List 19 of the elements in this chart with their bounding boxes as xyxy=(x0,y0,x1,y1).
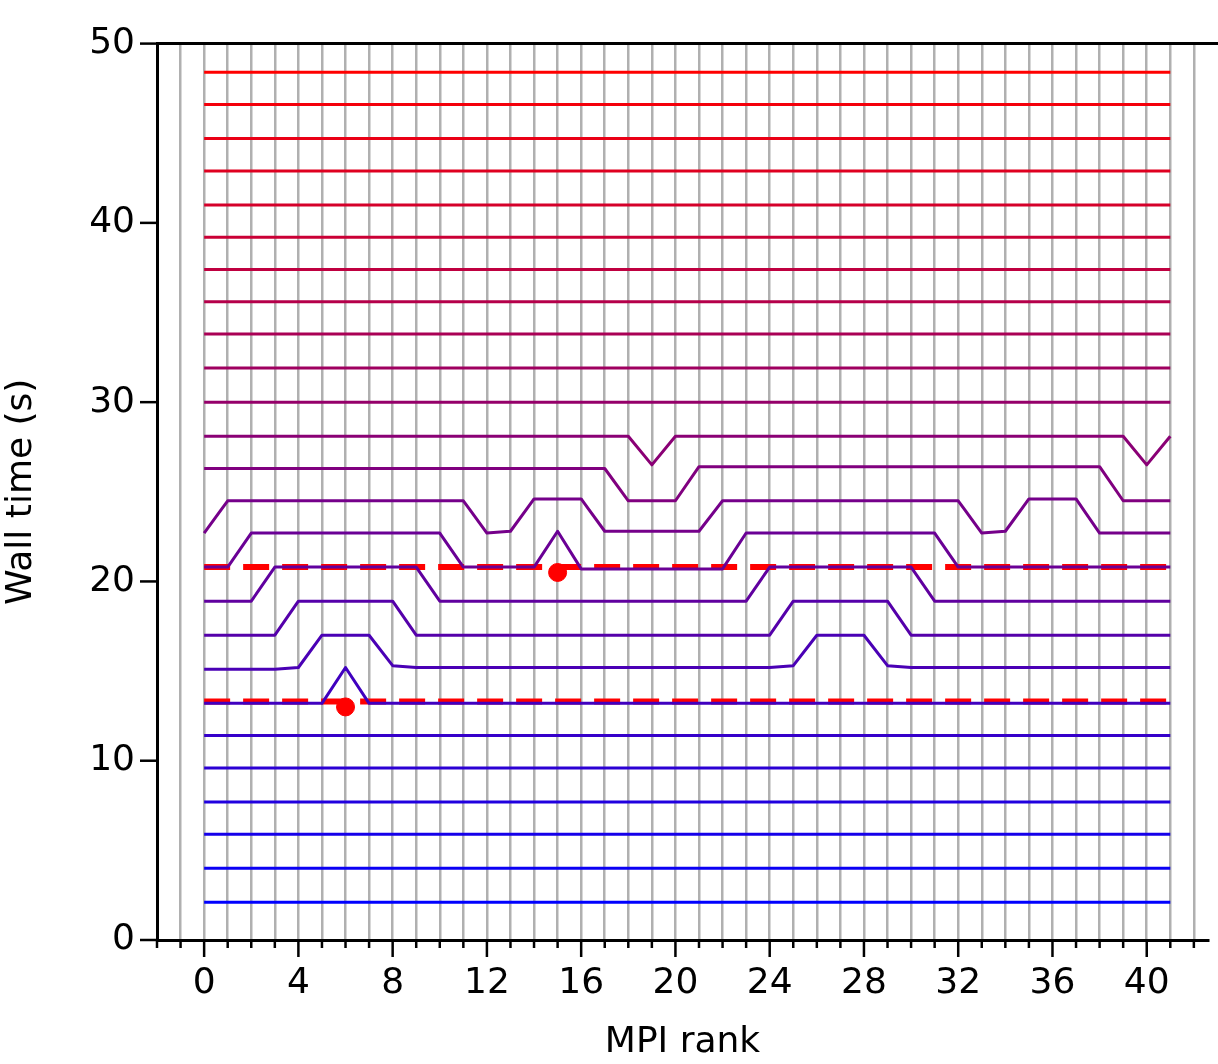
y-tick-label: 0 xyxy=(112,916,135,958)
y-tick-label: 20 xyxy=(89,557,135,599)
x-tick-label: 0 xyxy=(192,959,216,1001)
x-tick-label: 40 xyxy=(1123,959,1170,1001)
x-tick-label: 8 xyxy=(381,959,405,1001)
y-tick-label: 30 xyxy=(89,378,135,420)
x-tick-label: 16 xyxy=(558,959,605,1001)
y-tick-label: 50 xyxy=(89,19,135,61)
y-axis-title: Wall time (s) xyxy=(0,378,39,606)
x-tick-label: 36 xyxy=(1029,959,1076,1001)
x-tick-label: 24 xyxy=(746,959,793,1001)
y-tick-label: 40 xyxy=(89,199,135,241)
x-tick-label: 28 xyxy=(841,959,887,1001)
x-tick-label: 12 xyxy=(464,959,510,1001)
x-axis-title: MPI rank xyxy=(604,1018,761,1060)
x-tick-label: 4 xyxy=(286,959,310,1001)
y-tick-label: 10 xyxy=(89,737,135,779)
x-tick-label: 20 xyxy=(652,959,699,1001)
x-tick-label: 32 xyxy=(935,959,982,1001)
